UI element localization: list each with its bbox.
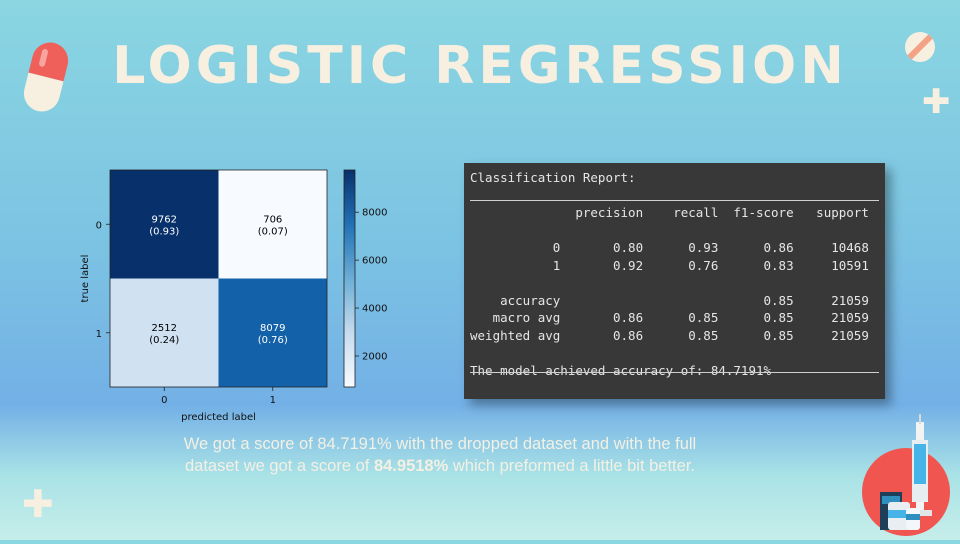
medical-syringe-icon [858, 410, 958, 540]
caption-text-end: which preformed a little bit better. [448, 457, 695, 475]
classification-report-panel: Classification Report: precision recall … [464, 163, 885, 399]
slide-caption: We got a score of 84.7191% with the drop… [180, 433, 700, 477]
colorbar-tick-label: 4000 [362, 304, 387, 315]
report-footer: The model achieved accuracy of: 84.7191% [470, 362, 772, 378]
cell-ratio-label: (0.24) [149, 335, 179, 346]
cell-ratio-label: (0.93) [149, 226, 179, 237]
colorbar-tick-label: 2000 [362, 351, 387, 362]
y-axis-label: true label [80, 255, 91, 303]
cell-count-label: 9762 [152, 214, 177, 225]
report-columns: precision recall f1-score support [470, 205, 869, 220]
report-row-0: 0 0.80 0.93 0.86 10468 [470, 240, 869, 255]
cell-count-label: 706 [263, 214, 282, 225]
caption-highlight: 84.9518% [373, 457, 449, 475]
colorbar [343, 169, 356, 388]
tablet-icon [905, 32, 935, 62]
matrix-cell [110, 170, 219, 279]
caption-text: We got a score of 84.7191% with the drop… [183, 435, 697, 475]
cell-count-label: 2512 [152, 323, 177, 334]
slide-title: LOGISTIC REGRESSION [112, 36, 848, 96]
confusion-matrix-chart: 9762 (0.93) 706 (0.07) 2512 (0.24) 8079 (0.76) 0… [70, 160, 430, 430]
plus-icon: ✚ [922, 82, 951, 122]
report-row-1: 1 0.92 0.76 0.83 10591 [470, 257, 869, 273]
report-accuracy-row: accuracy 0.85 21059 [470, 292, 869, 308]
y-tick-label: 1 [96, 329, 102, 340]
cell-count-label: 8079 [260, 323, 285, 334]
report-macro-avg-row: macro avg 0.86 0.85 0.85 21059 [470, 310, 869, 325]
matrix-frame [109, 169, 328, 388]
matrix-cell [110, 278, 219, 387]
cell-ratio-label: (0.76) [258, 335, 288, 346]
x-tick-label: 1 [270, 395, 276, 406]
colorbar-tick-label: 6000 [362, 256, 387, 267]
report-header: Classification Report: [470, 170, 636, 185]
report-weighted-avg-row: weighted avg 0.86 0.85 0.85 21059 [470, 327, 869, 343]
y-tick-label: 0 [96, 220, 102, 231]
colorbar-tick-label: 8000 [362, 208, 387, 219]
report-divider [470, 372, 879, 373]
x-axis-label: predicted label [181, 412, 256, 423]
cell-ratio-label: (0.07) [258, 226, 288, 237]
matrix-cell [218, 170, 327, 279]
report-divider [470, 200, 879, 201]
plus-icon: ✚ [22, 482, 54, 526]
x-tick-label: 0 [161, 395, 167, 406]
matrix-cell [218, 278, 327, 387]
